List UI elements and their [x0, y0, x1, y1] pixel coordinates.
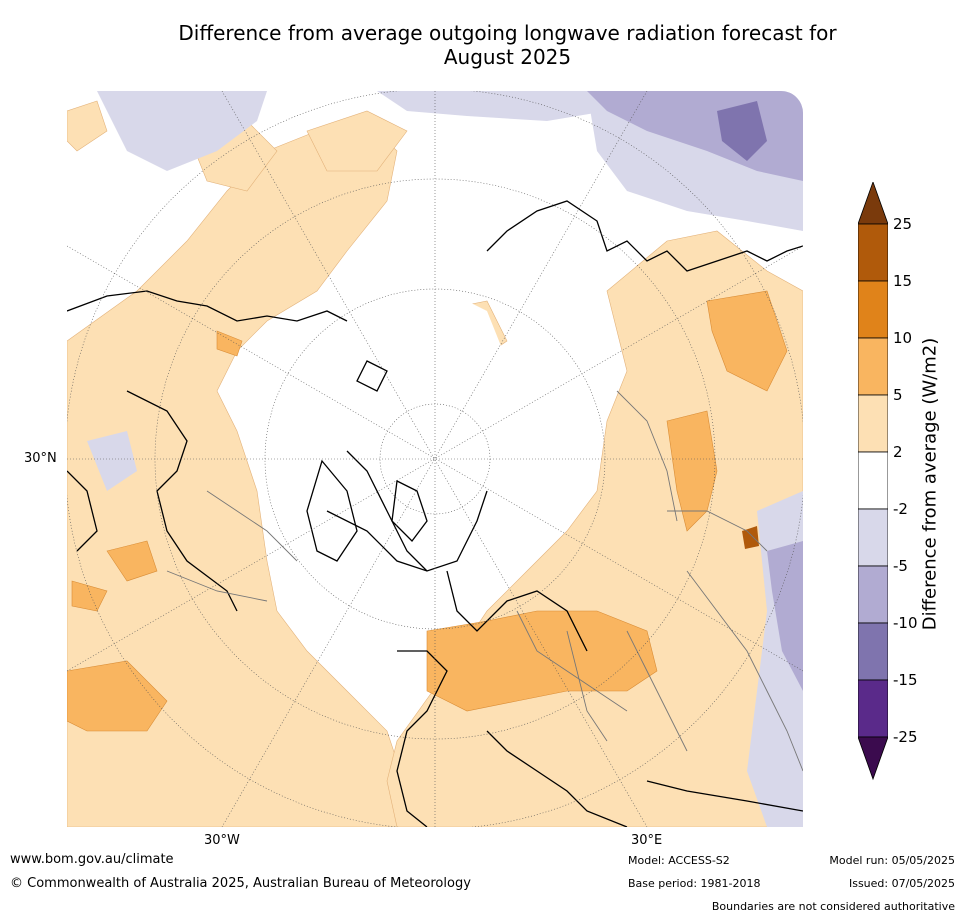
colorbar-segment	[858, 622, 888, 681]
colorbar-tick-label: -10	[893, 614, 918, 632]
colorbar-tick-label: 5	[893, 386, 903, 404]
colorbar-tick-label: 15	[893, 272, 913, 290]
lon-label-30w: 30°W	[204, 833, 240, 848]
colorbar-segment	[858, 508, 888, 567]
coastlines	[67, 200, 803, 827]
colorbar-segment	[858, 451, 888, 510]
footer-model-run: Model run: 05/05/2025	[829, 854, 955, 867]
colorbar-segment	[858, 223, 888, 282]
lon-label-30e: 30°E	[631, 833, 663, 848]
colorbar-segment	[858, 679, 888, 738]
footer-url[interactable]: www.bom.gov.au/climate	[10, 852, 174, 867]
map-title: Difference from average outgoing longwav…	[178, 21, 837, 69]
colorbar-extend-bottom	[858, 736, 888, 781]
footer-boundaries: Boundaries are not considered authoritat…	[711, 900, 955, 913]
colorbar-tick-label: -2	[893, 500, 908, 518]
anomaly-neg10-neg15-regions	[717, 101, 767, 161]
footer-model: Model: ACCESS-S2	[628, 854, 730, 867]
colorbar-tick-label: 10	[893, 329, 913, 347]
land-mask	[307, 291, 587, 571]
colorbar-tick-label: -5	[893, 557, 908, 575]
colorbar-tick-label: -25	[893, 728, 918, 746]
colorbar-extend-top	[858, 182, 888, 225]
colorbar-tick-label: -15	[893, 671, 918, 689]
footer-base-period: Base period: 1981-2018	[628, 877, 761, 890]
colorbar-tick-label: 2	[893, 443, 903, 461]
colorbar-tick-label: 25	[893, 215, 913, 233]
colorbar-segment	[858, 280, 888, 339]
footer-copyright: © Commonwealth of Australia 2025, Austra…	[10, 876, 471, 891]
colorbar-segment	[858, 337, 888, 396]
olr-anomaly-map	[67, 91, 803, 827]
colorbar-segment	[858, 394, 888, 453]
map-panel[interactable]	[67, 91, 803, 827]
colorbar	[858, 182, 888, 781]
graticule	[67, 91, 803, 827]
anomaly-15-25-region	[742, 526, 759, 549]
lat-label-30n: 30°N	[24, 451, 57, 466]
colorbar-segment	[858, 565, 888, 624]
country-borders	[166, 390, 803, 772]
footer-issued: Issued: 07/05/2025	[848, 877, 955, 890]
colorbar-label: Difference from average (W/m2)	[919, 337, 941, 631]
anomaly-5-10-regions	[67, 290, 788, 732]
